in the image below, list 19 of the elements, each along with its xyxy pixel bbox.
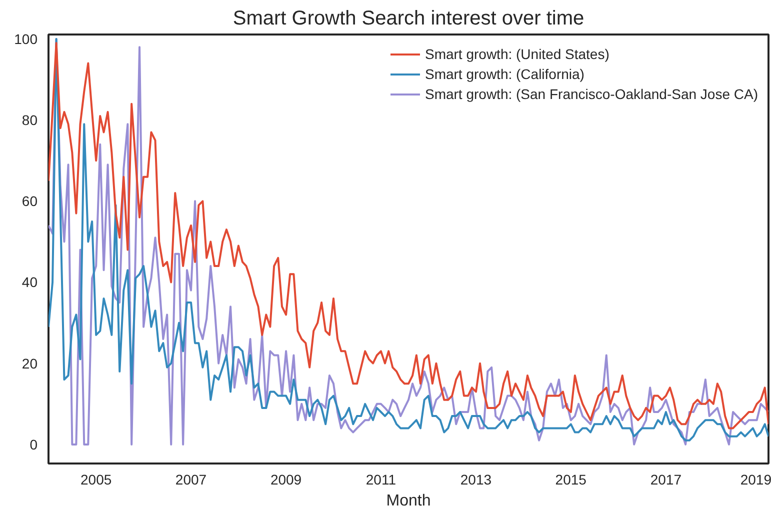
legend-label: Smart growth: (California) [424,66,584,82]
x-tick-label: 2017 [650,472,682,488]
chart-title: Smart Growth Search interest over time [232,8,584,30]
y-tick-label: 80 [22,112,38,128]
x-axis-title: Month [386,492,431,510]
y-tick-label: 100 [14,30,38,47]
legend-label: Smart growth: (United States) [424,46,610,62]
x-tick-label: 2013 [460,472,492,488]
x-tick-label: 2007 [175,472,207,488]
x-tick-label: 2005 [80,472,112,488]
y-tick-label: 60 [22,193,38,210]
x-tick-label: 2015 [555,472,587,488]
x-tick-label: 2011 [366,472,396,488]
y-tick-label: 0 [30,436,38,452]
y-tick-label: 20 [22,355,38,372]
x-tick-label: 2009 [270,472,302,488]
y-tick-label: 40 [22,274,38,290]
legend-label: Smart growth: (San Francisco-Oakland-San Jose CA) [424,86,758,102]
x-tick-label: 2019 [740,472,771,488]
